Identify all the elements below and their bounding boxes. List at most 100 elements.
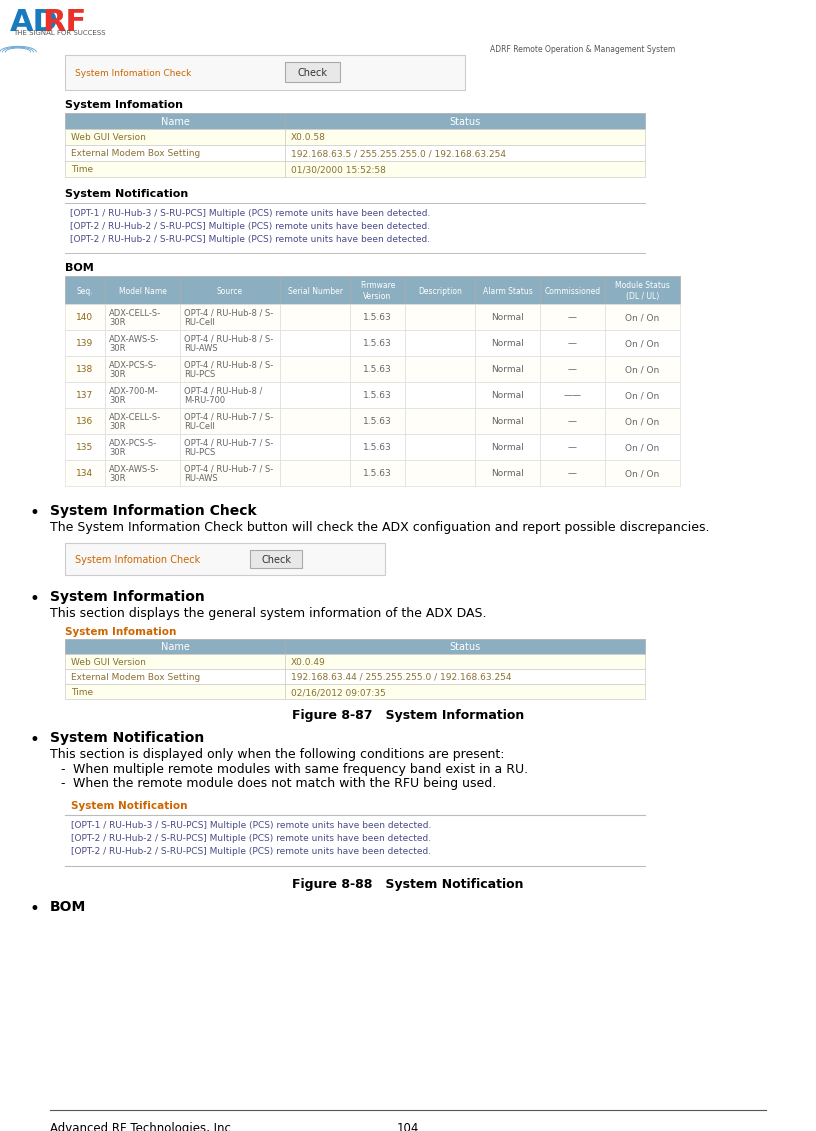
Text: AD: AD (10, 8, 59, 37)
Text: ADX-AWS-S-
30R: ADX-AWS-S- 30R (109, 335, 159, 353)
Text: OPT-4 / RU-Hub-7 / S-
RU-PCS: OPT-4 / RU-Hub-7 / S- RU-PCS (184, 439, 273, 457)
Text: Alarm Status: Alarm Status (482, 286, 532, 295)
Text: 137: 137 (77, 391, 94, 400)
Text: —: — (568, 365, 577, 374)
Text: ADX-AWS-S-
30R: ADX-AWS-S- 30R (109, 465, 159, 483)
Text: Normal: Normal (491, 443, 524, 452)
Bar (405, 356, 475, 382)
Text: [OPT-1 / RU-Hub-3 / S-RU-PCS] Multiple (PCS) remote units have been detected.: [OPT-1 / RU-Hub-3 / S-RU-PCS] Multiple (… (71, 821, 432, 830)
Bar (65, 684, 285, 699)
Text: 1.5.63: 1.5.63 (363, 313, 392, 322)
Bar (105, 304, 180, 330)
Text: OPT-4 / RU-Hub-7 / S-
RU-AWS: OPT-4 / RU-Hub-7 / S- RU-AWS (184, 465, 273, 483)
Bar (405, 434, 475, 460)
Text: On / On: On / On (625, 313, 659, 322)
Text: OPT-4 / RU-Hub-7 / S-
RU-Cell: OPT-4 / RU-Hub-7 / S- RU-Cell (184, 413, 273, 431)
Text: 138: 138 (77, 365, 94, 374)
Bar (475, 434, 540, 460)
Text: 134: 134 (77, 469, 94, 478)
Bar (540, 276, 605, 304)
Text: On / On: On / On (625, 469, 659, 478)
Text: •: • (30, 900, 40, 918)
Text: Check: Check (261, 555, 291, 566)
Text: On / On: On / On (625, 443, 659, 452)
Bar (65, 356, 105, 382)
Bar (350, 356, 405, 382)
Bar (475, 356, 540, 382)
Bar (350, 382, 405, 408)
Text: —: — (568, 469, 577, 478)
Bar (405, 304, 475, 330)
Bar (605, 460, 680, 486)
Bar (285, 62, 340, 83)
Text: 192.168.63.5 / 255.255.255.0 / 192.168.63.254: 192.168.63.5 / 255.255.255.0 / 192.168.6… (291, 149, 506, 158)
Text: OPT-4 / RU-Hub-8 / S-
RU-PCS: OPT-4 / RU-Hub-8 / S- RU-PCS (184, 361, 273, 379)
Bar (285, 113, 645, 129)
Text: ADX-700-M-
30R: ADX-700-M- 30R (109, 387, 159, 405)
Text: System Notification: System Notification (50, 731, 204, 745)
Text: Commissioned: Commissioned (544, 286, 601, 295)
Bar (605, 356, 680, 382)
Text: OPT-4 / RU-Hub-8 /
M-RU-700: OPT-4 / RU-Hub-8 / M-RU-700 (184, 387, 263, 405)
Bar (405, 460, 475, 486)
Text: Model Name: Model Name (118, 286, 166, 295)
Text: System Infomation Check: System Infomation Check (75, 69, 191, 78)
Text: Description: Description (418, 286, 462, 295)
Bar (350, 408, 405, 434)
Bar (65, 330, 105, 356)
Bar (540, 460, 605, 486)
Text: This section displays the general system information of the ADX DAS.: This section displays the general system… (50, 607, 486, 620)
Bar (605, 276, 680, 304)
Bar (540, 434, 605, 460)
Bar (65, 408, 105, 434)
Bar (180, 460, 280, 486)
Bar (350, 434, 405, 460)
Text: When multiple remote modules with same frequency band exist in a RU.: When multiple remote modules with same f… (73, 763, 528, 776)
Bar (285, 161, 645, 176)
Text: Serial Number: Serial Number (287, 286, 343, 295)
Text: External Modem Box Setting: External Modem Box Setting (71, 149, 200, 158)
Text: When the remote module does not match with the RFU being used.: When the remote module does not match wi… (73, 777, 496, 789)
Bar (605, 330, 680, 356)
Bar (180, 304, 280, 330)
Bar (605, 434, 680, 460)
Bar (280, 382, 350, 408)
Text: Status: Status (450, 642, 481, 653)
Text: System Information Check: System Information Check (50, 504, 256, 518)
Bar (180, 276, 280, 304)
Bar (475, 304, 540, 330)
Text: System Notification: System Notification (71, 801, 188, 811)
Text: Source: Source (217, 286, 243, 295)
Text: ——: —— (564, 391, 582, 400)
Text: 02/16/2012 09:07:35: 02/16/2012 09:07:35 (291, 688, 386, 697)
Bar (65, 55, 465, 90)
Bar (180, 356, 280, 382)
Text: BOM: BOM (65, 264, 94, 273)
Bar (65, 434, 105, 460)
Text: Normal: Normal (491, 391, 524, 400)
Text: Web GUI Version: Web GUI Version (71, 658, 146, 667)
Text: •: • (30, 590, 40, 608)
Text: X0.0.49: X0.0.49 (291, 658, 326, 667)
Bar (65, 543, 385, 575)
Text: Advanced RF Technologies, Inc.: Advanced RF Technologies, Inc. (50, 1122, 235, 1131)
Text: 140: 140 (77, 313, 94, 322)
Text: Normal: Normal (491, 365, 524, 374)
Bar (475, 276, 540, 304)
Text: •: • (30, 731, 40, 749)
Text: [OPT-2 / RU-Hub-2 / S-RU-PCS] Multiple (PCS) remote units have been detected.: [OPT-2 / RU-Hub-2 / S-RU-PCS] Multiple (… (70, 222, 430, 231)
Bar (540, 382, 605, 408)
Text: Seq.: Seq. (77, 286, 93, 295)
Bar (105, 408, 180, 434)
Text: 139: 139 (77, 339, 94, 348)
Bar (65, 304, 105, 330)
Text: OPT-4 / RU-Hub-8 / S-
RU-AWS: OPT-4 / RU-Hub-8 / S- RU-AWS (184, 335, 273, 353)
Text: —: — (568, 313, 577, 322)
Bar (65, 670, 285, 684)
Bar (285, 684, 645, 699)
Bar (605, 304, 680, 330)
Bar (475, 330, 540, 356)
Bar (65, 113, 285, 129)
Bar (280, 276, 350, 304)
Text: 104: 104 (397, 1122, 419, 1131)
